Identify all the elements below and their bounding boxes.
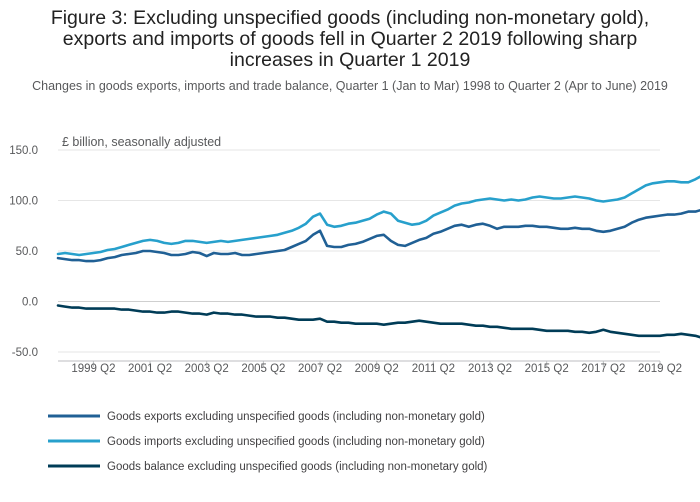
legend-item[interactable]: Goods balance excluding unspecified good…	[48, 461, 488, 473]
x-tick-label: 2013 Q2	[468, 363, 512, 375]
x-tick-label: 2009 Q2	[355, 363, 399, 375]
chart-subtitle: Changes in goods exports, imports and tr…	[32, 79, 668, 93]
legend-label: Goods imports excluding unspecified good…	[107, 436, 485, 448]
y-axis-tick-labels: 150.0 100.0 50.0 0.0 -50.0	[9, 145, 38, 359]
x-tick-label: 2007 Q2	[298, 363, 342, 375]
y-tick-label: 100.0	[9, 196, 38, 208]
legend[interactable]: Goods exports excluding unspecified good…	[48, 411, 488, 473]
series-line-3	[56, 304, 700, 339]
y-axis-unit-label: £ billion, seasonally adjusted	[62, 135, 221, 149]
series-lines	[56, 175, 700, 339]
legend-item[interactable]: Goods exports excluding unspecified good…	[48, 411, 485, 423]
x-tick-label: 2003 Q2	[185, 363, 229, 375]
x-tick-label: 1999 Q2	[71, 363, 115, 375]
chart-title-line: exports and imports of goods fell in Qua…	[63, 28, 638, 50]
x-tick-label: 2015 Q2	[525, 363, 569, 375]
series-line-1	[56, 208, 700, 263]
y-tick-label: 150.0	[9, 145, 38, 157]
x-tick-label: 2011 Q2	[412, 363, 455, 375]
legend-label: Goods exports excluding unspecified good…	[107, 411, 485, 423]
chart-title-line: Figure 3: Excluding unspecified goods (i…	[51, 7, 649, 29]
x-axis: 1999 Q2 2001 Q2 2003 Q2 2005 Q2 2007 Q2 2009 …	[58, 360, 682, 375]
y-tick-label: 50.0	[16, 246, 38, 258]
chart-title-line: increases in Quarter 1 2019	[230, 49, 471, 71]
x-tick-label: 2017 Q2	[581, 363, 625, 375]
x-tick-label: 2005 Q2	[241, 363, 285, 375]
series-line-2	[56, 175, 700, 257]
chart-title: Figure 3: Excluding unspecified goods (i…	[51, 7, 649, 71]
legend-label: Goods balance excluding unspecified good…	[107, 461, 488, 473]
y-tick-label: -50.0	[12, 347, 38, 359]
y-tick-label: 0.0	[22, 297, 38, 309]
x-tick-label: 2001 Q2	[128, 363, 172, 375]
x-tick-label: 2019 Q2	[638, 363, 682, 375]
legend-item[interactable]: Goods imports excluding unspecified good…	[48, 436, 485, 448]
